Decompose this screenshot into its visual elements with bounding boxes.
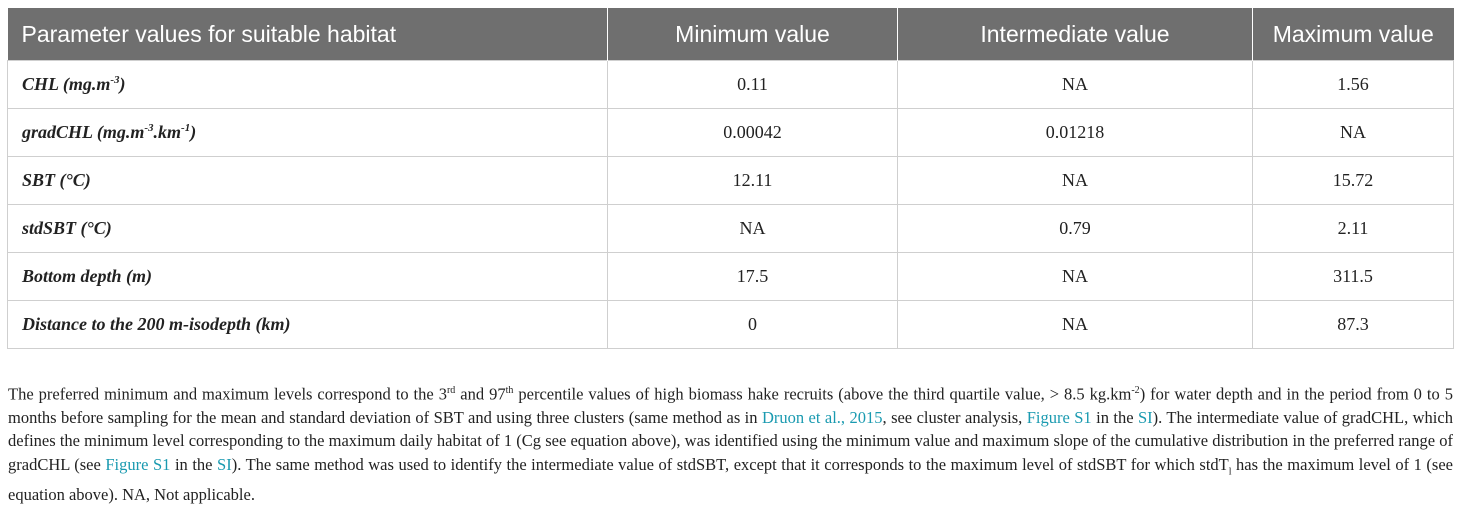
figure-s1-link[interactable]: Figure S1 [1026,407,1092,427]
cell-minimum: 0.11 [607,60,898,109]
cell-maximum: NA [1252,108,1454,157]
cell-intermediate: 0.01218 [897,108,1253,157]
cell-minimum: NA [607,204,898,253]
row-parameter: Distance to the 200 m-isodepth (km) [7,300,608,349]
si-link[interactable]: SI [1137,407,1153,427]
cell-maximum: 1.56 [1252,60,1454,109]
cell-intermediate: 0.79 [897,204,1253,253]
cell-maximum: 15.72 [1252,156,1454,205]
cell-intermediate: NA [897,60,1253,109]
cell-minimum: 0.00042 [607,108,898,157]
cell-minimum: 17.5 [607,252,898,301]
header-minimum: Minimum value [607,8,898,61]
header-intermediate: Intermediate value [897,8,1253,61]
header-maximum: Maximum value [1252,8,1454,61]
cell-minimum: 12.11 [607,156,898,205]
row-parameter: gradCHL (mg.m-3.km-1) [7,108,608,157]
row-parameter: SBT (°C) [7,156,608,205]
table-row: SBT (°C) 12.11 NA 15.72 [7,156,1454,205]
table-row: stdSBT (°C) NA 0.79 2.11 [7,204,1454,253]
cell-intermediate: NA [897,300,1253,349]
cell-maximum: 311.5 [1252,252,1454,301]
table-row: CHL (mg.m-3) 0.11 NA 1.56 [7,60,1454,109]
table-footnote: The preferred minimum and maximum levels… [8,384,1453,505]
cell-maximum: 87.3 [1252,300,1454,349]
table-header-row: Parameter values for suitable habitat Mi… [7,8,1454,61]
table-row: gradCHL (mg.m-3.km-1) 0.00042 0.01218 NA [7,108,1454,157]
table-row: Bottom depth (m) 17.5 NA 311.5 [7,252,1454,301]
cell-maximum: 2.11 [1252,204,1454,253]
table-row: Distance to the 200 m-isodepth (km) 0 NA… [7,300,1454,349]
cell-intermediate: NA [897,156,1253,205]
figure-s1-link[interactable]: Figure S1 [105,454,171,474]
cell-intermediate: NA [897,252,1253,301]
row-parameter: Bottom depth (m) [7,252,608,301]
row-parameter: CHL (mg.m-3) [7,60,608,109]
cell-minimum: 0 [607,300,898,349]
header-parameter: Parameter values for suitable habitat [7,8,608,61]
row-parameter: stdSBT (°C) [7,204,608,253]
document-page: Parameter values for suitable habitat Mi… [7,8,1454,504]
reference-link-druon[interactable]: Druon et al., 2015 [761,407,883,427]
parameter-table: Parameter values for suitable habitat Mi… [7,8,1454,349]
si-link[interactable]: SI [217,454,232,474]
